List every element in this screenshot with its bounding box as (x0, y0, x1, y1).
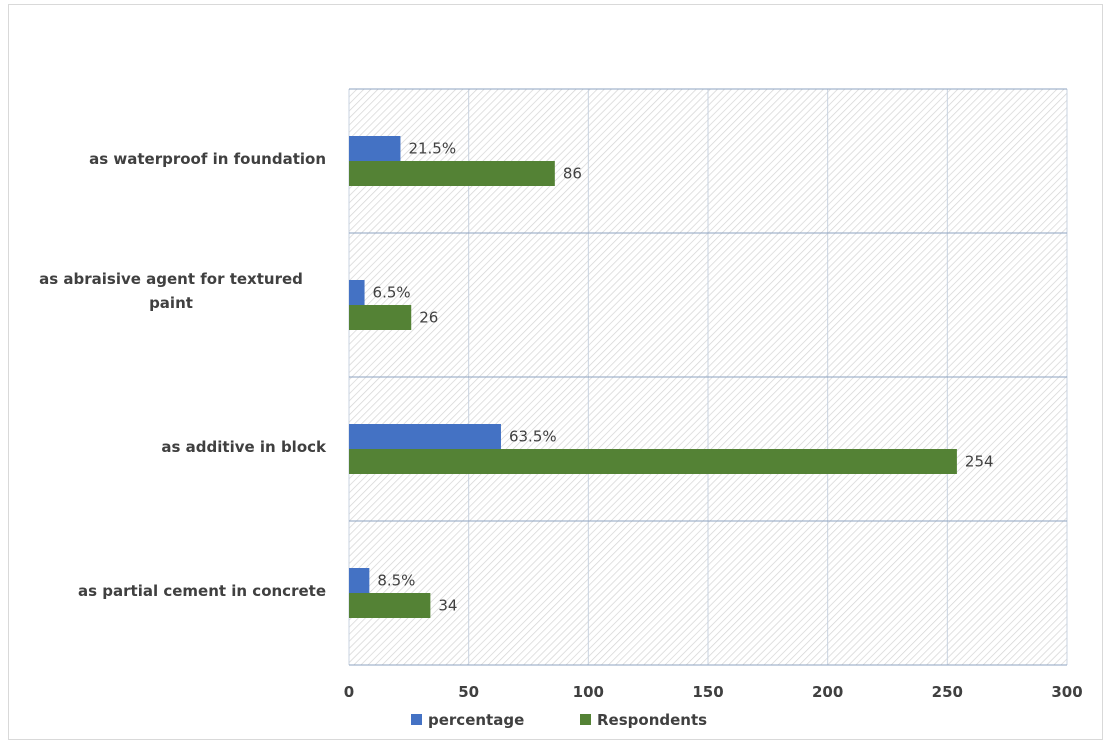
bar-percentage (349, 280, 365, 305)
data-label: 21.5% (408, 140, 456, 158)
bar-percentage (349, 568, 370, 593)
x-tick-label: 250 (932, 683, 963, 701)
category-labels: as partial cement in concrete as additive… (39, 150, 327, 600)
x-tick-label: 300 (1051, 683, 1082, 701)
category-label: as additive in block (161, 438, 327, 456)
bar-percentage (349, 136, 401, 161)
x-axis-ticks: 0 50 100 150 200 250 300 (344, 683, 1083, 701)
bar-respondents (349, 449, 957, 474)
bar-percentage (349, 424, 501, 449)
x-tick-label: 200 (812, 683, 843, 701)
category-label: as abraisive agent for textured paint (39, 270, 303, 312)
data-label: 6.5% (373, 284, 411, 302)
data-label: 8.5% (377, 572, 415, 590)
bar-respondents (349, 161, 555, 186)
legend-swatch-respondents (580, 714, 591, 725)
data-label: 254 (965, 453, 994, 471)
category-label: as waterproof in foundation (89, 150, 326, 168)
data-label: 26 (419, 309, 438, 327)
data-label: 63.5% (509, 428, 557, 446)
legend-label: percentage (428, 711, 524, 729)
bar-respondents (349, 305, 412, 330)
legend: percentage Respondents (411, 711, 707, 729)
bar-respondents (349, 593, 431, 618)
gridlines (348, 88, 1068, 666)
data-labels: 8.5% 34 63.5% 254 6.5% 26 21.5% 86 (373, 140, 994, 615)
legend-swatch-percentage (411, 714, 422, 725)
data-label: 34 (438, 597, 457, 615)
legend-label: Respondents (597, 711, 707, 729)
x-tick-label: 50 (458, 683, 479, 701)
x-tick-label: 0 (344, 683, 354, 701)
category-label: as partial cement in concrete (78, 582, 326, 600)
data-label: 86 (563, 165, 582, 183)
bars (349, 136, 957, 618)
x-tick-label: 100 (573, 683, 604, 701)
x-tick-label: 150 (692, 683, 723, 701)
